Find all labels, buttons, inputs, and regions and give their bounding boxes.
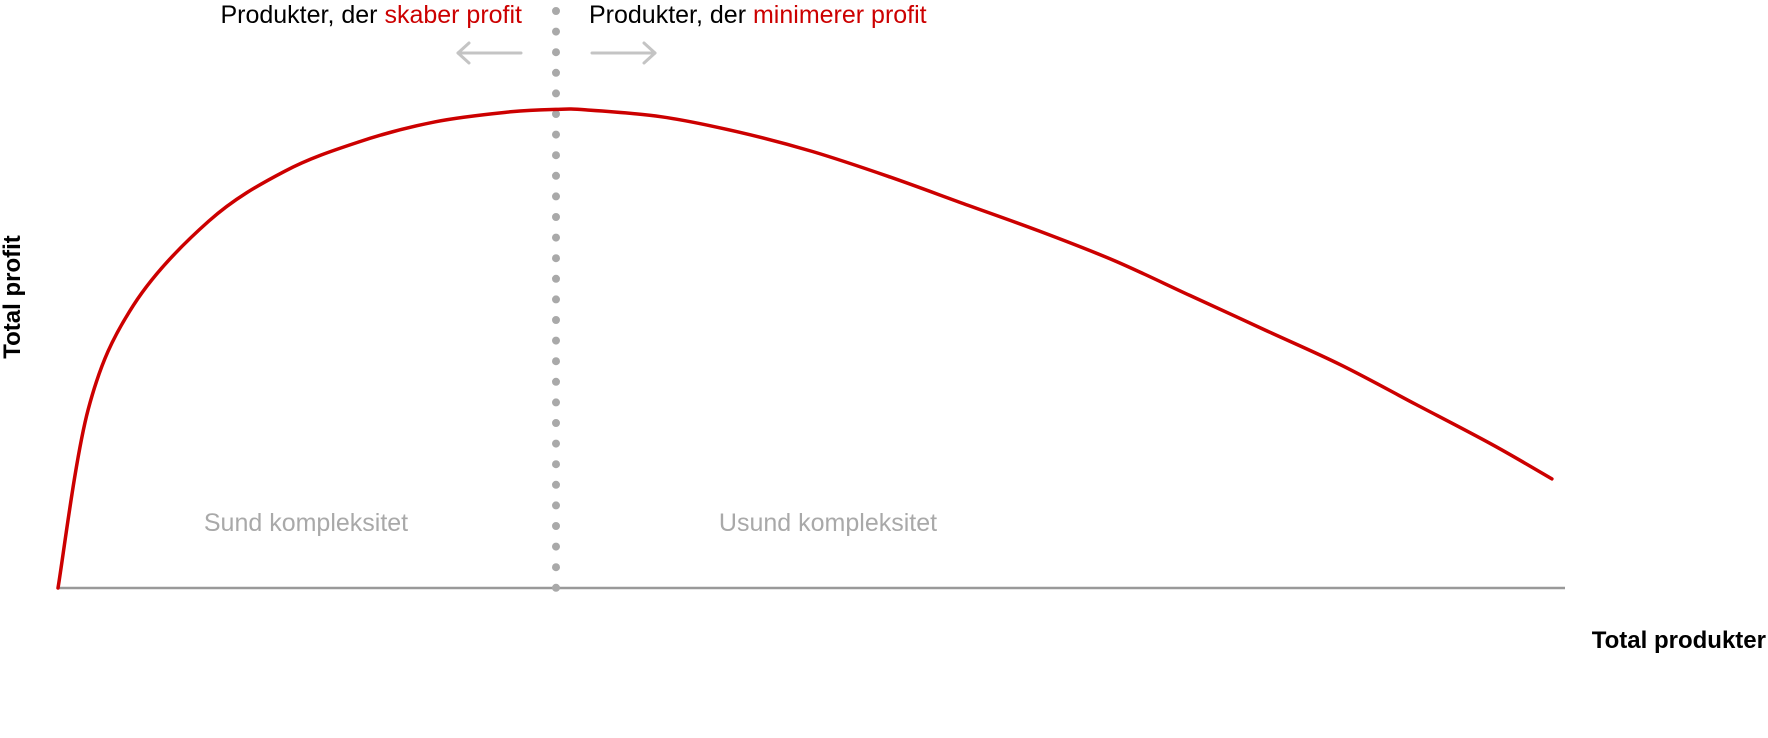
right-arrow-icon <box>590 41 657 65</box>
left-arrow-icon <box>456 41 523 65</box>
right-header-prefix: Produkter, der <box>589 1 753 29</box>
right-region-label: Usund kompleksitet <box>719 509 937 537</box>
left-header-prefix: Produkter, der <box>220 1 384 29</box>
left-header: Produkter, der skaber profit <box>220 1 522 29</box>
x-axis-label: Total produkter <box>1592 627 1766 654</box>
right-header: Produkter, der minimerer profit <box>589 1 927 29</box>
left-region-label: Sund kompleksitet <box>204 509 408 537</box>
y-axis-label: Total profit <box>0 235 26 359</box>
profit-curve <box>56 107 1554 590</box>
left-header-highlight: skaber profit <box>384 1 522 29</box>
right-header-highlight: minimerer profit <box>753 1 927 29</box>
